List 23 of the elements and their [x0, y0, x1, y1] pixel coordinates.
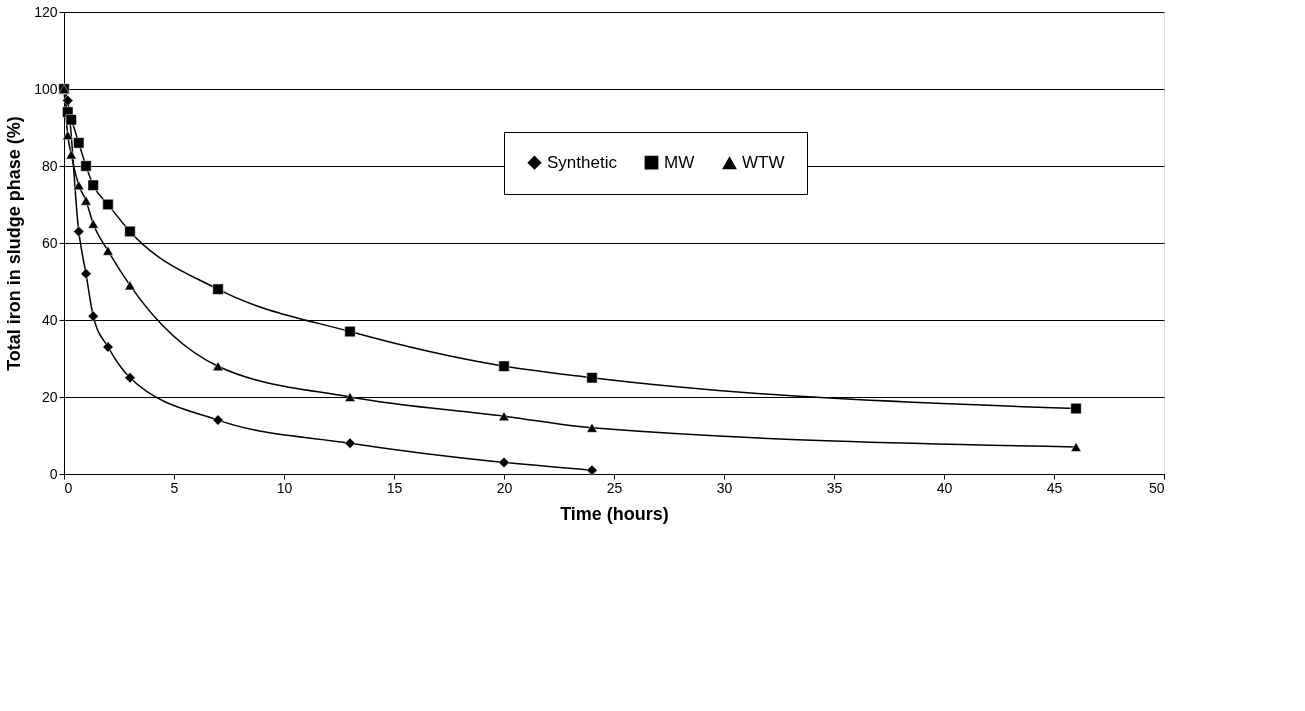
- x-tick-label: 10: [276, 479, 293, 496]
- y-tick-label: 100: [34, 80, 58, 97]
- y-tick-label: 0: [49, 465, 58, 482]
- x-tick-label: 5: [170, 479, 179, 496]
- x-tick-label: 35: [826, 479, 843, 496]
- x-tick-label: 20: [496, 479, 513, 496]
- y-tick-label: 120: [34, 3, 58, 20]
- y-tick-label: 20: [41, 388, 58, 405]
- x-tick-label: 45: [1046, 479, 1063, 496]
- x-tick-label: 0: [64, 479, 73, 496]
- legend-label: MW: [664, 152, 695, 172]
- x-tick-label: 25: [606, 479, 623, 496]
- y-axis-title: Total iron in sludge phase (%): [4, 116, 25, 371]
- y-tick-label: 60: [41, 234, 58, 251]
- x-tick-label: 40: [936, 479, 953, 496]
- y-tick-label: 40: [41, 311, 58, 328]
- x-axis-title: Time (hours): [560, 503, 669, 524]
- x-tick-label: 15: [386, 479, 403, 496]
- x-tick-label: 30: [716, 479, 733, 496]
- legend-label: WTW: [742, 153, 785, 173]
- x-tick-label: 50: [1148, 479, 1165, 496]
- y-tick-label: 80: [41, 157, 58, 174]
- legend-label: Synthetic: [547, 152, 618, 172]
